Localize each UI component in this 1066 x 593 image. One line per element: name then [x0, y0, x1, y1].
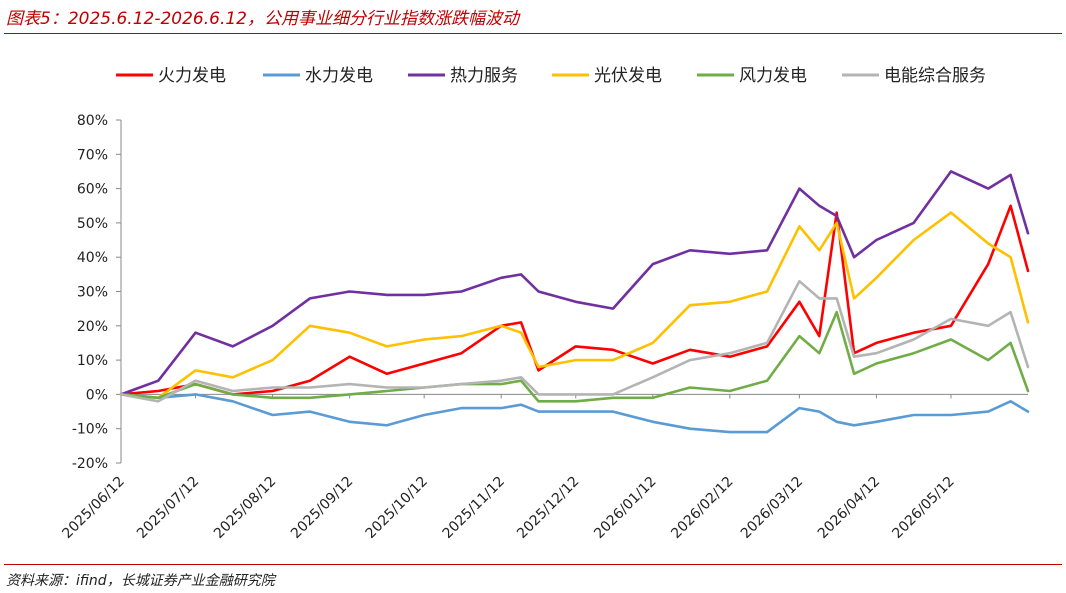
series-line-4 [119, 211, 1030, 400]
legend-label: 风力发电 [739, 66, 807, 86]
title-divider [4, 33, 1062, 34]
x-tick-label: 2025/12/12 [514, 474, 582, 542]
y-tick-label: 30% [77, 285, 108, 301]
x-tick-label: 2025/08/12 [211, 474, 279, 542]
x-tick-label: 2026/04/12 [815, 474, 883, 542]
x-tick-label: 2026/05/12 [889, 474, 957, 542]
y-tick-label: 40% [77, 250, 108, 266]
y-tick-label: 60% [77, 182, 108, 198]
legend-label: 热力服务 [450, 66, 518, 86]
legend-label: 水力发电 [305, 66, 373, 86]
y-tick-label: 10% [77, 353, 108, 369]
x-tick-label: 2026/01/12 [591, 474, 659, 542]
legend-label: 火力发电 [158, 66, 226, 86]
y-tick-label: -20% [72, 456, 108, 472]
x-tick-label: 2025/07/12 [134, 474, 202, 542]
y-tick-label: 0% [86, 387, 108, 403]
x-tick-label: 2026/03/12 [738, 474, 806, 542]
y-tick-label: -10% [72, 422, 108, 438]
series-line-2 [119, 393, 1030, 434]
series-line-5 [119, 310, 1030, 403]
series-line-6 [119, 279, 1030, 403]
y-tick-label: 70% [77, 147, 108, 163]
series-line-1 [119, 204, 1030, 396]
figure-source: 资料来源：ifind，长城证券产业金融研究院 [6, 573, 275, 589]
series-line-3 [119, 170, 1030, 396]
x-tick-label: 2025/09/12 [288, 474, 356, 542]
x-tick-label: 2026/02/12 [668, 474, 736, 542]
x-tick-label: 2025/10/12 [363, 474, 431, 542]
y-tick-label: 20% [77, 319, 108, 335]
source-divider [4, 564, 1062, 565]
legend-label: 光伏发电 [594, 66, 662, 86]
x-tick-label: 2025/06/12 [59, 474, 127, 542]
x-tick-label: 2025/11/12 [440, 474, 508, 542]
y-tick-label: 80% [77, 113, 108, 129]
figure-title: 图表5：2025.6.12-2026.6.12，公用事业细分行业指数涨跌幅波动 [6, 9, 519, 29]
legend-label: 电能综合服务 [884, 66, 986, 86]
y-tick-label: 50% [77, 216, 108, 232]
